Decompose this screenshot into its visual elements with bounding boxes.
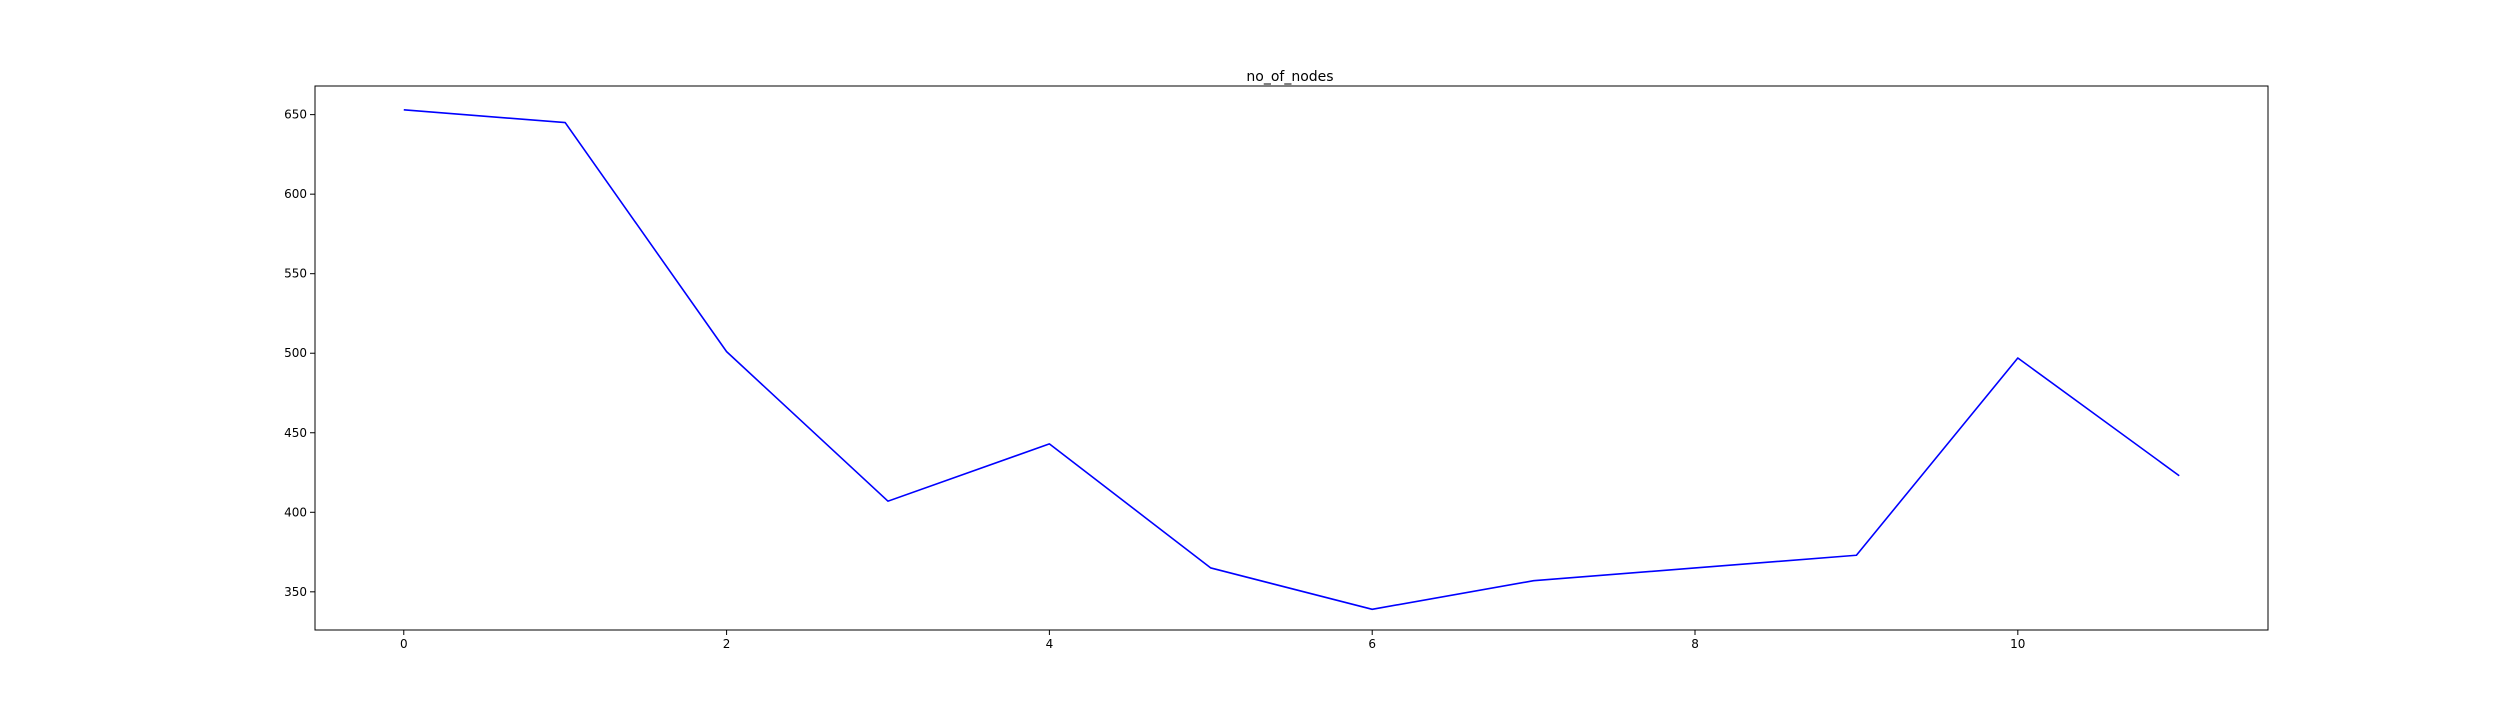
- plot-area: 0 2 4 6 8 10 350 400 450 500 550 600 650: [284, 85, 2269, 651]
- x-tick-label-10: 10: [2010, 637, 2025, 651]
- y-tick-label-450: 450: [284, 426, 307, 440]
- y-tick-label-500: 500: [284, 346, 307, 360]
- chart-title: no_of_nodes: [1246, 69, 1333, 85]
- y-tick-label-350: 350: [284, 585, 307, 599]
- y-tick-label-650: 650: [284, 108, 307, 122]
- y-tick-label-400: 400: [284, 505, 307, 519]
- y-tick-label-600: 600: [284, 187, 307, 201]
- x-tick-label-0: 0: [400, 637, 408, 651]
- axes-frame: [314, 85, 2269, 631]
- x-tick-label-6: 6: [1368, 637, 1376, 651]
- series-line-0: [403, 109, 2180, 611]
- y-tick-label-550: 550: [284, 267, 307, 281]
- x-tick-label-2: 2: [723, 637, 731, 651]
- x-tick-label-8: 8: [1691, 637, 1699, 651]
- x-tick-label-4: 4: [1046, 637, 1054, 651]
